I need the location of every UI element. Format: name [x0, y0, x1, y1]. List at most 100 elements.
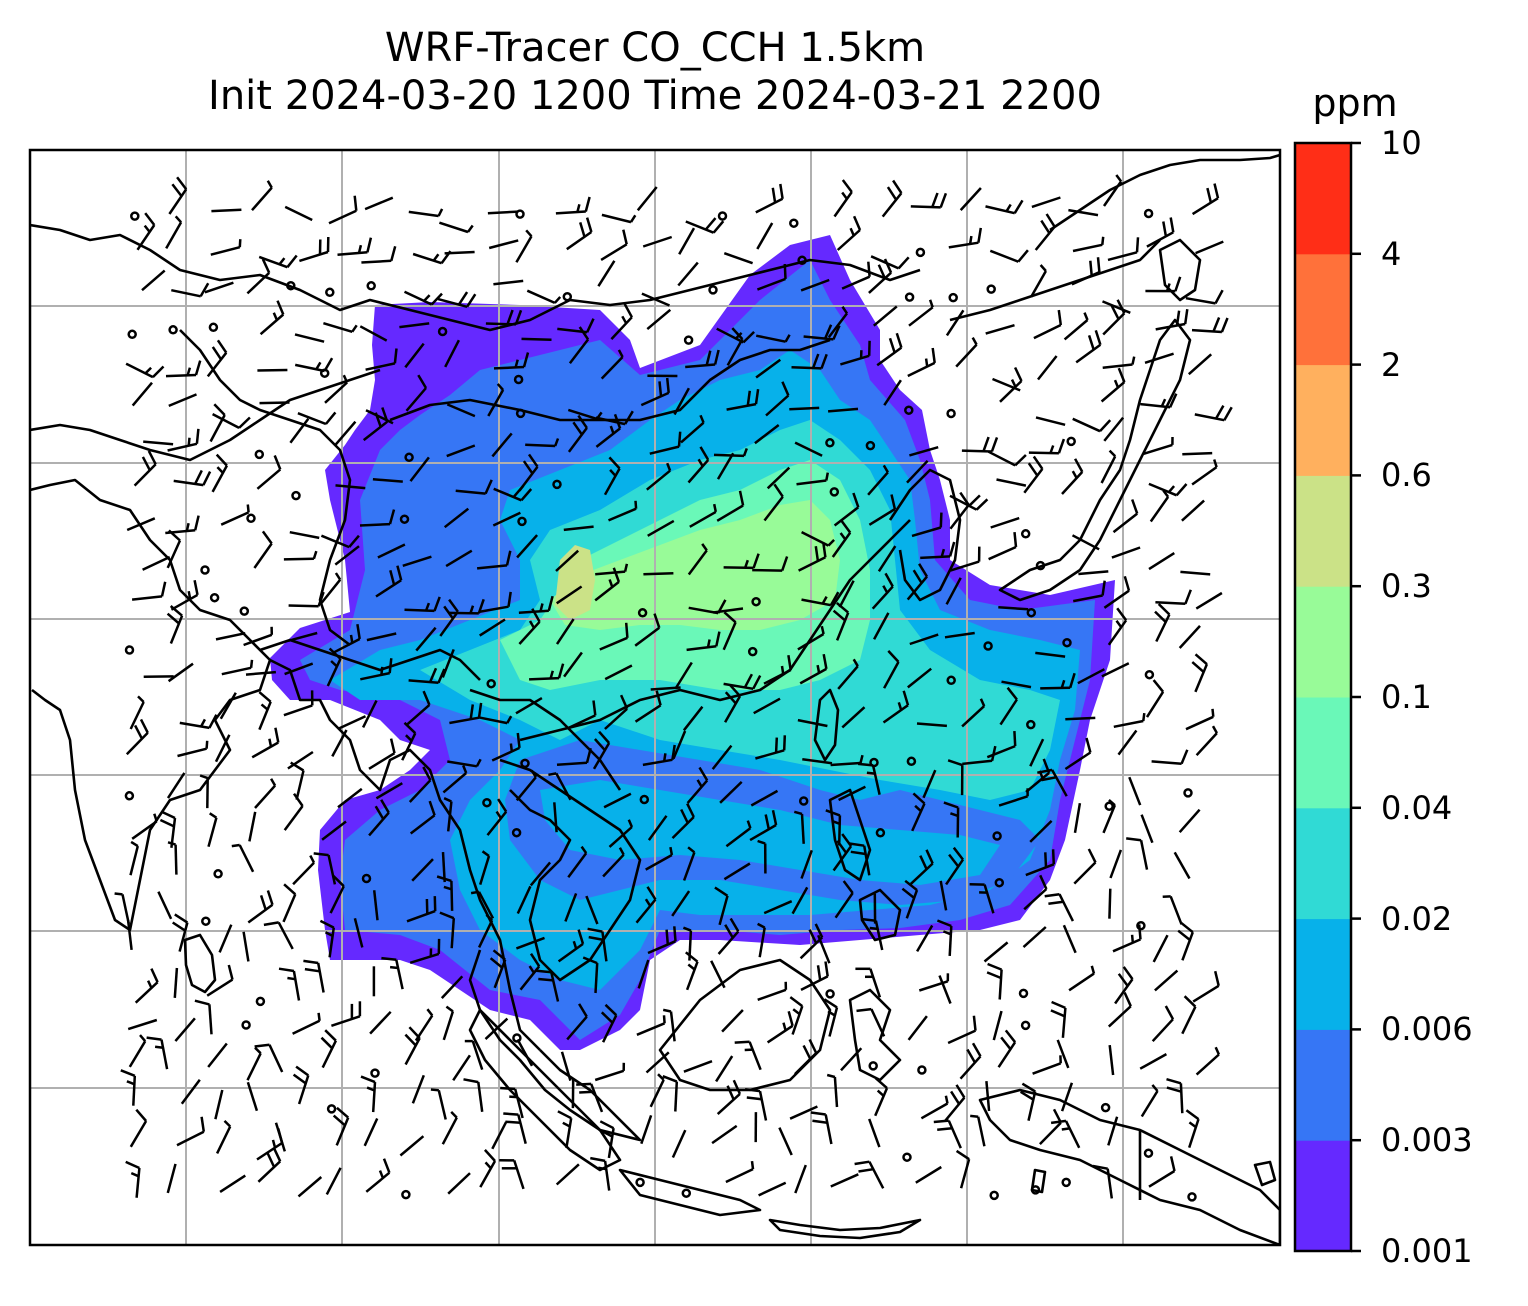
wind-barb	[961, 698, 986, 728]
wind-barb	[1031, 196, 1061, 209]
wind-barb	[766, 1010, 794, 1044]
wind-barb	[1102, 356, 1136, 369]
calm-wind-marker	[635, 1177, 645, 1188]
wind-barb	[1092, 1164, 1114, 1199]
wind-barb	[245, 670, 277, 676]
wind-barb	[199, 774, 209, 809]
wind-barb	[126, 517, 156, 532]
wind-barb	[284, 205, 313, 222]
wind-barb	[446, 403, 476, 418]
wind-barb	[713, 447, 748, 458]
wind-barb	[801, 591, 840, 607]
wind-barb	[647, 926, 677, 955]
coastlines	[30, 153, 1280, 1245]
wind-barb	[1148, 552, 1175, 571]
wind-barb	[332, 624, 361, 654]
wind-barb	[649, 1073, 665, 1108]
wind-barb	[909, 633, 939, 646]
wind-barb	[478, 591, 512, 614]
wind-barb	[604, 694, 629, 730]
calm-wind-marker	[513, 374, 524, 385]
wind-barb	[938, 975, 952, 1004]
wind-barb	[231, 843, 255, 873]
wind-barb	[711, 1124, 738, 1145]
wind-barb	[1037, 355, 1058, 381]
wind-barb	[210, 239, 242, 256]
wind-barb	[723, 553, 760, 570]
calm-wind-marker	[209, 592, 220, 603]
wind-barb	[159, 810, 177, 848]
wind-barb	[1071, 257, 1101, 286]
wind-barb	[1117, 729, 1138, 756]
calm-wind-marker	[213, 869, 223, 879]
colorbar-segment	[1295, 1029, 1351, 1141]
wind-barb	[986, 962, 1003, 1000]
wind-barb	[945, 577, 962, 605]
wind-barb	[555, 618, 575, 645]
wind-barb	[834, 880, 854, 919]
wind-barb	[254, 778, 277, 809]
coastline-sumatra	[468, 1008, 622, 1172]
wind-barb	[798, 542, 827, 572]
title-line-2: Init 2024-03-20 1200 Time 2024-03-21 220…	[208, 73, 1102, 119]
wind-barb	[916, 924, 934, 953]
wind-barb	[867, 464, 889, 496]
wind-barb	[443, 507, 470, 529]
wind-barb	[883, 379, 902, 406]
wind-barb	[915, 1165, 942, 1184]
wind-barb	[487, 210, 518, 215]
wind-barb	[646, 308, 672, 331]
wind-barb	[439, 911, 456, 949]
wind-barb	[1178, 625, 1201, 649]
wind-barb	[992, 1010, 1003, 1041]
wind-barb	[476, 550, 512, 570]
wind-barb	[214, 734, 231, 763]
wind-barb	[364, 196, 394, 211]
coastline-luzon	[828, 788, 872, 882]
wind-barb	[129, 1108, 148, 1148]
wind-barb	[131, 381, 153, 407]
coastline-korea	[888, 468, 962, 602]
wind-barb	[683, 1060, 713, 1073]
wind-barb	[947, 759, 964, 796]
wind-barb	[802, 757, 833, 765]
calm-wind-marker	[902, 1152, 912, 1162]
wind-barb	[329, 874, 345, 914]
wind-barb	[1152, 934, 1169, 963]
wind-barb	[1034, 213, 1056, 251]
wind-barb	[360, 658, 393, 681]
wind-barb	[499, 1159, 525, 1190]
wind-barb	[518, 453, 539, 492]
wind-barb	[945, 309, 965, 337]
wind-barb	[763, 900, 793, 915]
wind-barb	[838, 580, 855, 608]
wind-barb	[998, 606, 1029, 611]
wind-barb	[797, 625, 825, 651]
wind-barb	[360, 1075, 377, 1113]
wind-barb	[1182, 451, 1213, 456]
wind-barb	[556, 747, 592, 767]
calm-wind-marker	[825, 989, 835, 999]
colorbar-segment	[1295, 1140, 1351, 1252]
wind-barb	[363, 1117, 379, 1147]
wind-barb	[799, 923, 824, 960]
wind-barb	[440, 975, 464, 999]
coastline-hokkaido	[1158, 238, 1202, 302]
wind-barb	[910, 192, 948, 209]
colorbar	[1295, 143, 1351, 1252]
wind-barb	[479, 1149, 497, 1188]
wind-barb	[246, 258, 271, 295]
wind-barb	[855, 967, 882, 998]
wind-barb	[365, 409, 394, 425]
wind-barb	[763, 483, 784, 522]
wind-barb	[172, 913, 189, 952]
wind-barb	[685, 217, 725, 234]
wind-barb	[415, 626, 437, 652]
calm-wind-marker	[868, 1061, 878, 1071]
calm-wind-marker	[989, 1190, 999, 1201]
wind-barb	[337, 237, 373, 257]
wind-barb	[567, 414, 588, 453]
wind-barb	[485, 309, 523, 326]
wind-barb	[959, 187, 982, 211]
wind-barb	[636, 1015, 666, 1036]
